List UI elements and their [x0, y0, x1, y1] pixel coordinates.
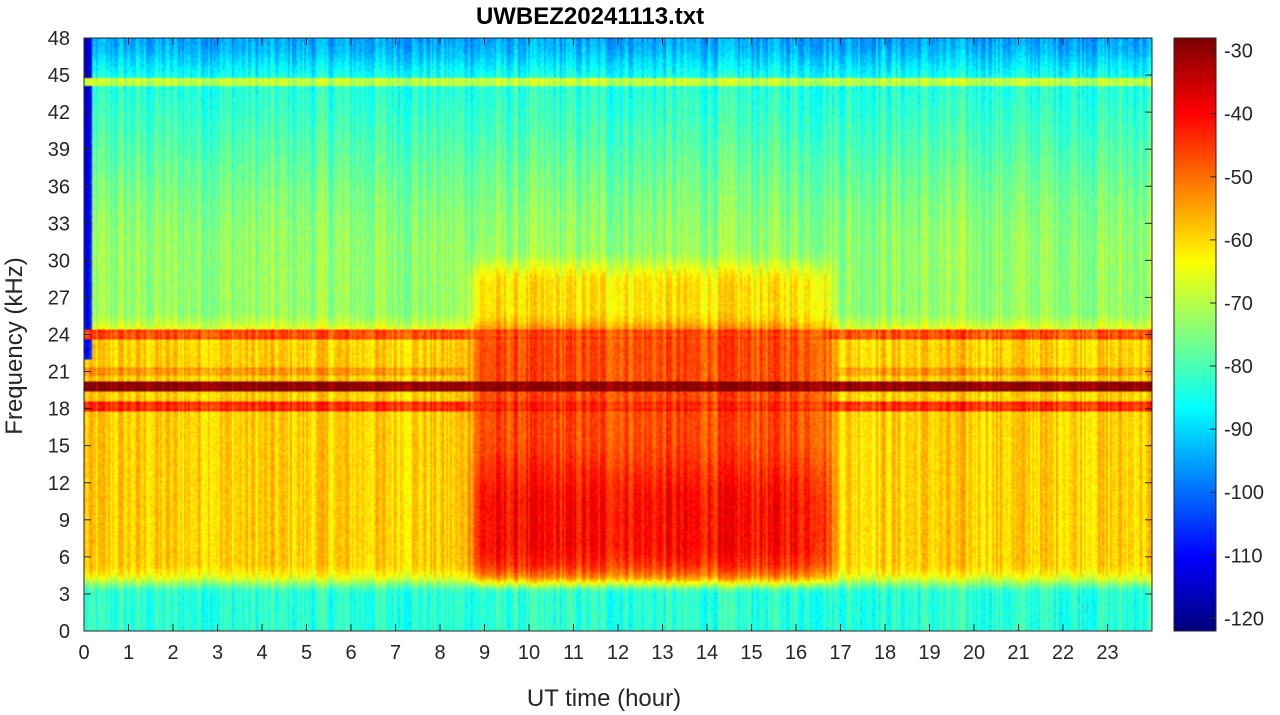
y-tick-label: 24: [48, 325, 70, 347]
colorbar-tick-label: -70: [1224, 293, 1253, 315]
x-tick-label: 4: [256, 642, 267, 664]
x-tick-label: 6: [345, 642, 356, 664]
colorbar-tick-label: -100: [1224, 482, 1264, 504]
x-tick-label: 15: [740, 642, 762, 664]
colorbar: -30 -40 -50 -60 -70 -80 -90 -100 -110 -120: [1173, 37, 1264, 632]
x-tick-label: 22: [1052, 642, 1074, 664]
colorbar-tick-label: -80: [1224, 356, 1253, 378]
x-tick-label: 1: [123, 642, 134, 664]
x-tick-label: 14: [696, 642, 718, 664]
y-tick-label: 27: [48, 287, 70, 309]
y-tick-label: 30: [48, 250, 70, 272]
x-axis-title: UT time (hour): [527, 685, 681, 712]
colorbar-tick-label: -110: [1224, 545, 1263, 567]
x-tick-label: 10: [518, 642, 540, 664]
colorbar-tick-label: -120: [1224, 608, 1264, 630]
x-tick-label: 20: [963, 642, 985, 664]
colorbar-frame: [1173, 37, 1217, 632]
y-tick-label: 33: [48, 213, 70, 235]
colorbar-tick-label: -90: [1224, 419, 1253, 441]
x-tick-label: 16: [785, 642, 807, 664]
x-tick-label: 12: [607, 642, 629, 664]
y-tick-label: 39: [48, 139, 70, 161]
x-tick-label: 13: [651, 642, 673, 664]
y-tick-label: 15: [48, 436, 70, 458]
x-tick-label: 3: [212, 642, 223, 664]
x-tick-label: 5: [301, 642, 312, 664]
y-tick-label: 36: [48, 176, 70, 198]
colorbar-gradient: [1174, 38, 1216, 631]
colorbar-tick-label: -50: [1224, 167, 1253, 189]
spectrogram-heatmap: [84, 38, 1152, 631]
x-tick-label: 19: [918, 642, 940, 664]
y-tick-label: 6: [59, 547, 70, 569]
y-tick-label: 45: [48, 65, 70, 87]
colorbar-ticks: -30 -40 -50 -60 -70 -80 -90 -100 -110 -120: [1210, 41, 1264, 630]
x-tick-label: 7: [390, 642, 401, 664]
y-tick-label: 42: [48, 102, 70, 124]
x-tick-label: 11: [563, 642, 584, 664]
y-tick-label: 12: [48, 473, 70, 495]
x-tick-label: 0: [78, 642, 89, 664]
x-tick-label: 8: [434, 642, 445, 664]
y-axis-title: Frequency (kHz): [1, 257, 28, 434]
x-tick-label: 23: [1096, 642, 1118, 664]
colorbar-tick-label: -30: [1224, 41, 1253, 63]
x-tick-label: 18: [874, 642, 896, 664]
spectrogram-plot: [83, 37, 1153, 632]
y-tick-label: 21: [48, 362, 70, 384]
x-tick-label: 2: [167, 642, 178, 664]
x-axis-ticks: 0 1 2 3 4 5 6 7 8 9 10 11 12 13 14 15 16 17 18 19 20 21 22 23: [78, 38, 1119, 664]
y-tick-label: 9: [59, 510, 70, 532]
y-tick-label: 3: [59, 584, 70, 606]
chart-title: UWBEZ20241113.txt: [476, 3, 704, 30]
colorbar-tick-label: -60: [1224, 230, 1253, 252]
y-tick-label: 0: [59, 621, 70, 643]
y-tick-label: 48: [48, 28, 70, 50]
colorbar-tick-label: -40: [1224, 104, 1253, 126]
x-tick-label: 9: [479, 642, 490, 664]
x-tick-label: 21: [1007, 642, 1029, 664]
y-tick-label: 18: [48, 399, 70, 421]
x-tick-label: 17: [829, 642, 851, 664]
